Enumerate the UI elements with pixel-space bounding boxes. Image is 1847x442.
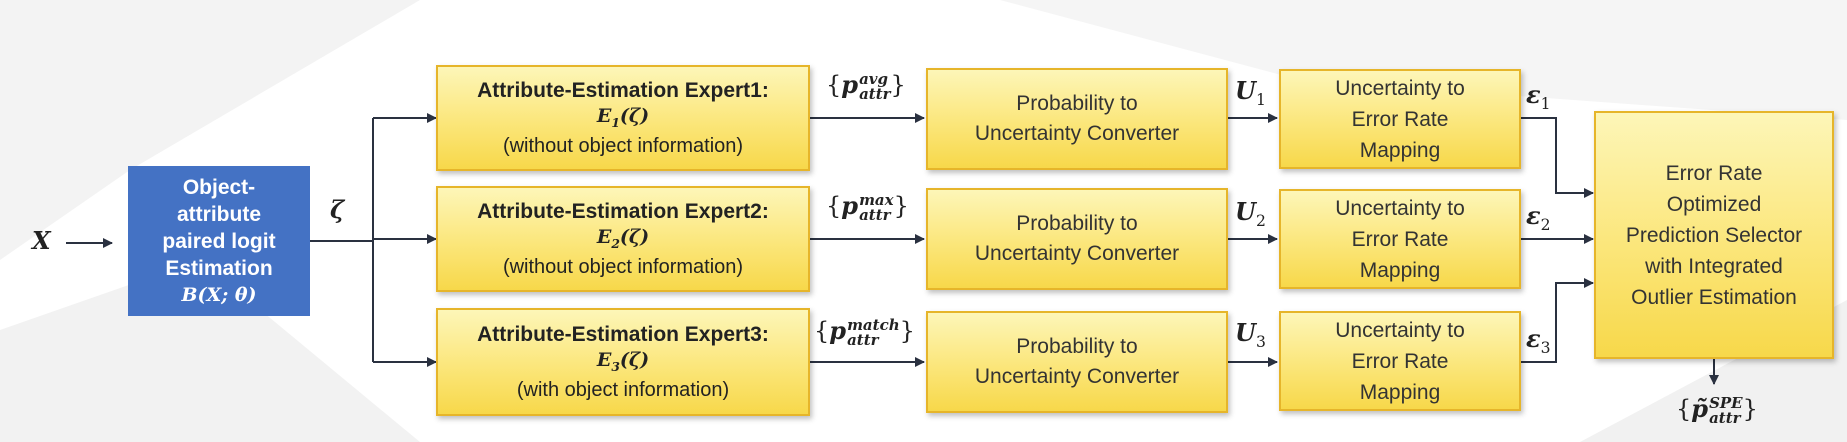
converter-1-box: Probability to Uncertainty Converter [926,68,1228,170]
expert-2-title: Attribute-Estimation Expert2: [477,199,769,223]
mapping-3-line-2: Error Rate [1351,349,1449,373]
uncertainty-3-label: U3 [1235,318,1266,351]
converter-2-line-2: Uncertainty Converter [974,242,1180,265]
expert-1-box: Attribute-Estimation Expert1: E1(ζ) (wit… [436,65,810,171]
blue-line-1: Object- [182,176,256,199]
expert-2-function: E2(ζ) [596,225,650,251]
expert-3-function: E3(ζ) [596,348,650,374]
expert-1-title: Attribute-Estimation Expert1: [477,78,769,102]
blue-line-3: paired logit [162,230,276,253]
mapping-1-line-2: Error Rate [1351,107,1449,131]
error-3-label: ε3 [1526,324,1551,357]
converter-2-box: Probability to Uncertainty Converter [926,188,1228,290]
expert-3-title: Attribute-Estimation Expert3: [477,322,769,346]
blue-line-4: Estimation [165,257,273,280]
expert-1-note: (without object information) [502,135,744,158]
mapping-1-line-3: Mapping [1359,138,1441,162]
expert-3-box: Attribute-Estimation Expert3: E3(ζ) (wit… [436,308,810,416]
mapping-3-box: Uncertainty to Error Rate Mapping [1279,311,1521,411]
expert-2-output-label: {p max attr} [826,190,909,224]
selector-line-5: Outlier Estimation [1631,285,1797,309]
error-1-label: ε1 [1526,80,1551,113]
converter-1-line-2: Uncertainty Converter [974,122,1180,145]
expert-3-output-label: {p match attr} [814,315,915,349]
uncertainty-2-label: U2 [1235,197,1266,230]
arrow-map3-to-selector [1521,278,1594,363]
converter-3-line-1: Probability to [1016,335,1138,358]
expert-3-note: (with object information) [516,379,730,402]
selector-line-3: Prediction Selector [1625,223,1803,247]
blue-line-2: attribute [177,203,261,226]
converter-3-box: Probability to Uncertainty Converter [926,311,1228,413]
mapping-2-line-1: Uncertainty to [1335,196,1465,220]
converter-2-line-1: Probability to [1016,212,1138,235]
expert-2-note: (without object information) [502,256,744,279]
input-x-label: X [32,226,51,255]
selector-line-1: Error Rate [1665,161,1763,185]
mapping-2-box: Uncertainty to Error Rate Mapping [1279,189,1521,289]
selector-box: Error Rate Optimized Prediction Selector… [1594,111,1834,359]
converter-3-line-2: Uncertainty Converter [974,365,1180,388]
selector-line-2: Optimized [1666,192,1762,216]
expert-2-box: Attribute-Estimation Expert2: E2(ζ) (wit… [436,186,810,292]
mapping-3-line-1: Uncertainty to [1335,318,1465,342]
expert-1-function: E1(ζ) [596,104,650,130]
zeta-label: ζ [330,195,345,224]
error-2-label: ε2 [1526,201,1551,234]
uncertainty-1-label: U1 [1235,76,1266,109]
converter-1-line-1: Probability to [1016,92,1138,115]
mapping-1-line-1: Uncertainty to [1335,76,1465,100]
selector-line-4: with Integrated [1645,254,1783,278]
mapping-3-line-3: Mapping [1359,380,1441,404]
final-output-label: {p̃ SPE attr} [1676,393,1758,427]
mapping-2-line-2: Error Rate [1351,227,1449,251]
mapping-2-line-3: Mapping [1359,258,1441,282]
mapping-1-box: Uncertainty to Error Rate Mapping [1279,69,1521,169]
logit-estimation-box: Object- attribute paired logit Estimatio… [128,166,310,316]
blue-function: B(X; θ) [181,284,257,306]
arrow-map1-to-selector [1521,117,1594,198]
